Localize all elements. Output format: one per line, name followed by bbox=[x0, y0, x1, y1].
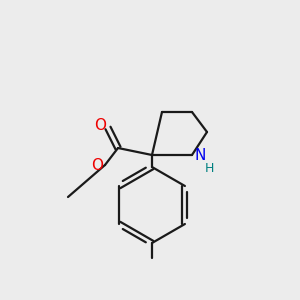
Text: H: H bbox=[205, 161, 214, 175]
Text: O: O bbox=[91, 158, 103, 172]
Text: O: O bbox=[94, 118, 106, 134]
Text: N: N bbox=[194, 148, 206, 164]
